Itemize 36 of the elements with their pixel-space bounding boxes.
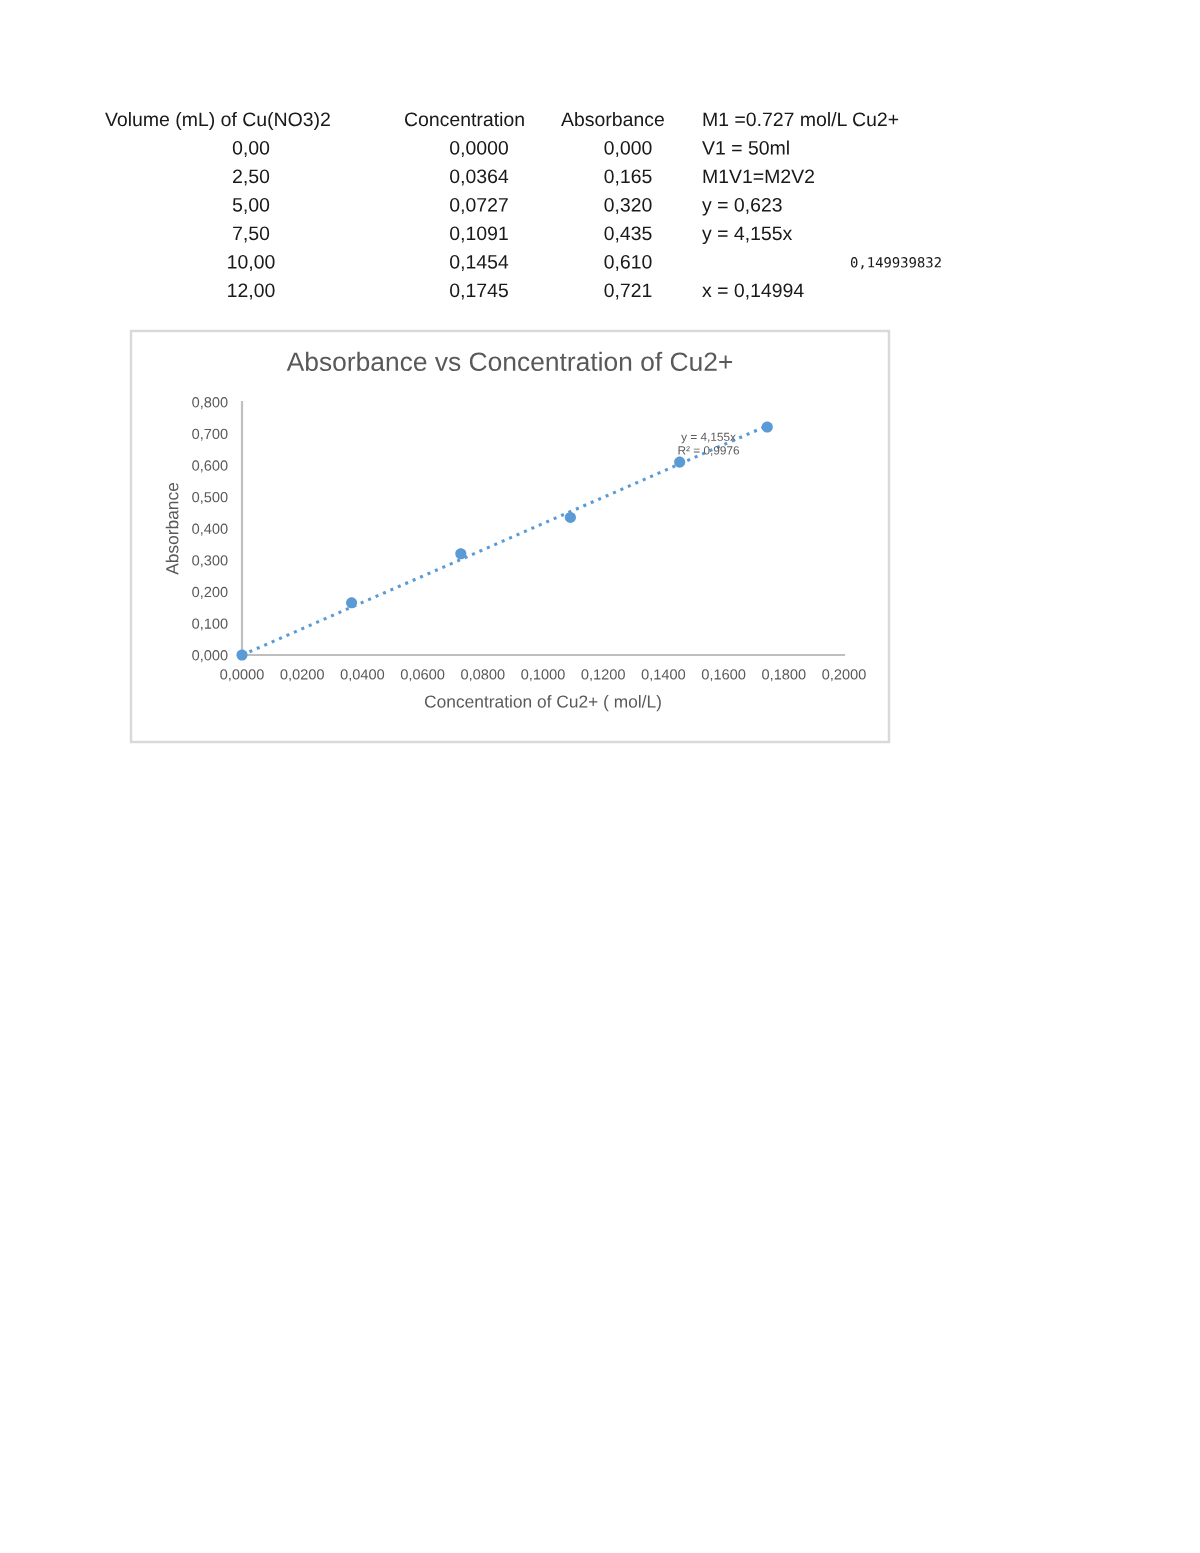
x-tick-label: 0,0600	[400, 669, 445, 682]
x-tick-label: 0,0200	[280, 669, 324, 682]
text: Volume (mL) of Cu(NO3)2 Concentration Absorbance M1 =0.727 mol/L Cu2+	[105, 111, 899, 131]
x-tick-label: 0,1800	[762, 669, 806, 682]
point	[346, 597, 358, 609]
text: 12,00 0,1745 0,721 x = 0,14994	[228, 283, 804, 300]
x-tick-label: 0,0800	[461, 669, 505, 682]
point	[761, 421, 773, 433]
x-tick-label: 0,1600	[701, 669, 746, 682]
y-tick-label: 0,000	[192, 650, 228, 663]
x-tick-label: 0,2000	[822, 669, 866, 682]
x-tick-label: 0,0000	[220, 669, 264, 682]
x-tick-label: 0,0400	[340, 669, 385, 682]
y-tick-label: 0,500	[192, 491, 228, 505]
point	[674, 456, 686, 468]
text: 2,50 0,0364 0,165 M1V1=M2V2	[233, 169, 814, 186]
chart-title: Absorbance vs Concentration of Cu2+	[286, 351, 733, 372]
x-tick-label: 0,1400	[641, 669, 686, 682]
y-tick-label: 0,800	[192, 397, 228, 410]
point	[236, 649, 248, 661]
text: 0,00 0,0000 0,000 V1 = 50ml	[232, 140, 789, 158]
y-tick-label: 0,200	[192, 586, 228, 599]
point	[564, 511, 576, 523]
x-tick-label: 0,1000	[521, 669, 565, 682]
y-tick-label: 0,400	[192, 523, 228, 536]
y-axis-title: Absorbance	[165, 482, 179, 575]
point	[455, 548, 467, 560]
text: 7,50 0,1091 0,435 y = 4,155x	[233, 226, 793, 245]
x-axis-title: Concentration of Cu2+ ( mol/L)	[424, 694, 661, 712]
text: 10,00 0,1454 0,610 0,149939832	[228, 254, 941, 272]
y-tick-label: 0,600	[192, 460, 228, 473]
y-tick-label: 0,300	[192, 555, 228, 568]
y-tick-label: 0,700	[192, 428, 228, 441]
y-tick-label: 0,100	[192, 618, 228, 631]
text: 5,00 0,0727 0,320 y = 0,623	[232, 197, 782, 216]
x-tick-label: 0,1200	[581, 669, 625, 682]
